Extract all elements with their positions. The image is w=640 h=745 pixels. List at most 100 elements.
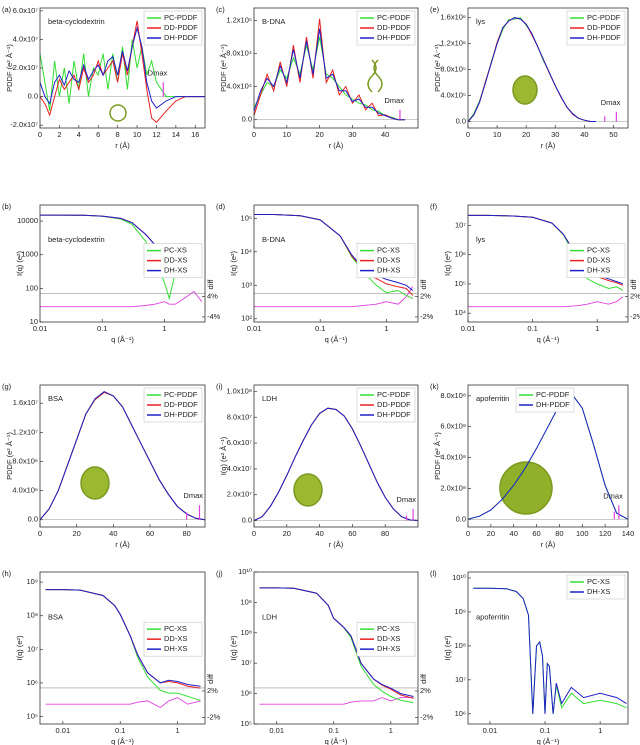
sample-title: BSA <box>48 613 63 622</box>
panel-label: (c) <box>216 5 225 14</box>
x-axis-label: r (Å) <box>115 540 130 549</box>
legend-label: DD-XS <box>164 256 187 265</box>
plot-area <box>254 587 418 705</box>
panel: Dmax 0 20 40 60 80 0.0 2.0x10⁷ 4.0x10⁷ 6.0x10⁷ 8.0… <box>216 382 419 549</box>
x-tick-label: 40 <box>580 130 588 139</box>
molecule-icons <box>80 59 553 515</box>
y2-tick-label: -4% <box>207 312 221 321</box>
legend-label: DH-PDDF <box>164 410 198 419</box>
legend-label: DD-PDDF <box>377 23 411 32</box>
x-tick-label: 30 <box>551 130 559 139</box>
series-line <box>259 587 414 697</box>
legend-label: PC-XS <box>377 246 400 255</box>
y2-axis-label: diff <box>206 279 215 290</box>
panel: Dmax 0 10 20 30 40 0.0 4.0x10⁴ 8.0x10⁴ 1.2x10⁵ r (… <box>216 5 419 150</box>
y-axis-label: PDDF (e² Å⁻¹) <box>5 432 14 480</box>
x-tick-label: 60 <box>348 529 356 538</box>
legend-label: PC-XS <box>587 246 610 255</box>
axes-frame <box>253 571 419 725</box>
y-axis-label: I(q) (e²) <box>15 635 24 661</box>
panel: Dmax 0 20 40 60 80 100 120 140 0.0 2.0x10⁸ 4.0x10⁸ 6… <box>430 382 634 549</box>
y-tick-label: 1.6x10⁶ <box>440 13 466 22</box>
axes-frame <box>467 204 629 323</box>
diff-line <box>45 697 201 709</box>
panel-label: (k) <box>430 382 439 391</box>
y2-tick-label: 2% <box>420 292 431 301</box>
y-tick-label: 8.0x10⁴ <box>226 49 252 58</box>
dmax-label: Dmax <box>396 495 416 504</box>
x-tick-label: 60 <box>532 529 540 538</box>
legend-label: DH-XS <box>587 587 610 596</box>
y-tick-label: 10⁷ <box>455 220 466 229</box>
y-axis-label: PDDF (e² Å⁻¹) <box>433 44 442 92</box>
x-axis-label: q (Å⁻¹) <box>325 737 348 745</box>
x-tick-label: 0.01 <box>33 324 48 333</box>
panel-label: (i) <box>216 382 223 391</box>
x-axis-label: q (Å⁻¹) <box>111 737 134 745</box>
x-axis-label: q (Å⁻¹) <box>325 335 348 344</box>
x-tick-label: 16 <box>191 130 199 139</box>
molecule-icon <box>109 104 127 122</box>
series-line <box>40 20 205 124</box>
legend-label: PC-PDDF <box>587 13 621 22</box>
legend-label: DH-XS <box>377 644 400 653</box>
series-line <box>254 407 418 521</box>
x-tick-label: 140 <box>622 529 635 538</box>
plot-area <box>254 407 418 521</box>
y-tick-label: 8.0x10⁶ <box>12 456 38 465</box>
legend-label: DH-PDDF <box>587 33 621 42</box>
y-tick-label: 10⁸ <box>240 628 252 637</box>
molecule-icon <box>512 75 538 105</box>
legend-label: DH-XS <box>587 266 610 275</box>
legend-label: DD-XS <box>164 634 187 643</box>
molecule-icon <box>367 59 383 93</box>
x-tick-label: 20 <box>315 130 323 139</box>
y2-axis-label: diff <box>419 279 428 290</box>
y-tick-label: 1000 <box>21 250 38 259</box>
x-tick-label: 6 <box>96 130 100 139</box>
y-tick-label: 1.0x10⁸ <box>226 386 252 395</box>
y-tick-label: 2.0x10⁷ <box>13 63 39 72</box>
y-axis-label: PDDF (e² Å⁻¹) <box>219 44 228 92</box>
panel-label: (d) <box>216 202 226 211</box>
y-tick-label: 10⁹ <box>454 607 466 616</box>
legend-label: DH-XS <box>164 266 187 275</box>
y2-tick-label: 2% <box>630 292 640 301</box>
sample-title: B-DNA <box>262 235 285 244</box>
x-tick-label: 20 <box>487 529 495 538</box>
y-tick-label: 6.0x10⁷ <box>13 6 39 15</box>
series-line <box>40 391 205 521</box>
axes-frame <box>39 571 206 725</box>
plot-area <box>40 391 205 521</box>
x-tick-label: 0 <box>466 130 470 139</box>
series-line <box>40 39 205 111</box>
y-axis-label: I(q) (e²) <box>443 251 452 277</box>
legend-label: PC-XS <box>164 246 187 255</box>
legend-label: DH-PDDF <box>377 33 411 42</box>
legend-label: DD-PDDF <box>587 23 621 32</box>
y-tick-label: 10⁶ <box>455 709 466 718</box>
y-tick-label: 10¹⁰ <box>452 573 466 582</box>
y-tick-label: 1.6x10⁷ <box>13 398 39 407</box>
series-line <box>254 28 405 121</box>
y-axis-label: PDDF (e² Å⁻¹) <box>433 432 442 480</box>
x-tick-label: 40 <box>315 529 323 538</box>
legend-label: DD-PDDF <box>377 400 411 409</box>
x-axis-label: r (Å) <box>329 540 344 549</box>
x-axis-label: r (Å) <box>115 141 130 150</box>
legend-label: PC-PDDF <box>536 390 570 399</box>
x-tick-label: 2 <box>57 130 61 139</box>
y-axis-label: I(q) (e²) <box>229 635 238 661</box>
sample-title: lys <box>476 17 485 26</box>
molecule-icon <box>499 461 553 515</box>
y-tick-label: 6.0x10⁸ <box>440 422 466 431</box>
legend-label: PC-XS <box>377 624 400 633</box>
sample-title: beta-cyclodextrin <box>48 17 105 26</box>
y-axis-label: PDDF (e² Å⁻¹) <box>5 44 14 92</box>
y-tick-label: 10⁶ <box>455 250 466 259</box>
x-tick-label: 0 <box>38 130 42 139</box>
diff-line <box>468 296 624 308</box>
y-tick-label: 10⁶ <box>27 678 38 687</box>
y-tick-label: 0.0 <box>28 92 38 101</box>
panel: 0.01 0.1 1 10⁶ 10⁷ 10⁸ 10⁹ 10¹⁰ q (Å⁻¹) I(q) (e²)… <box>430 569 629 745</box>
